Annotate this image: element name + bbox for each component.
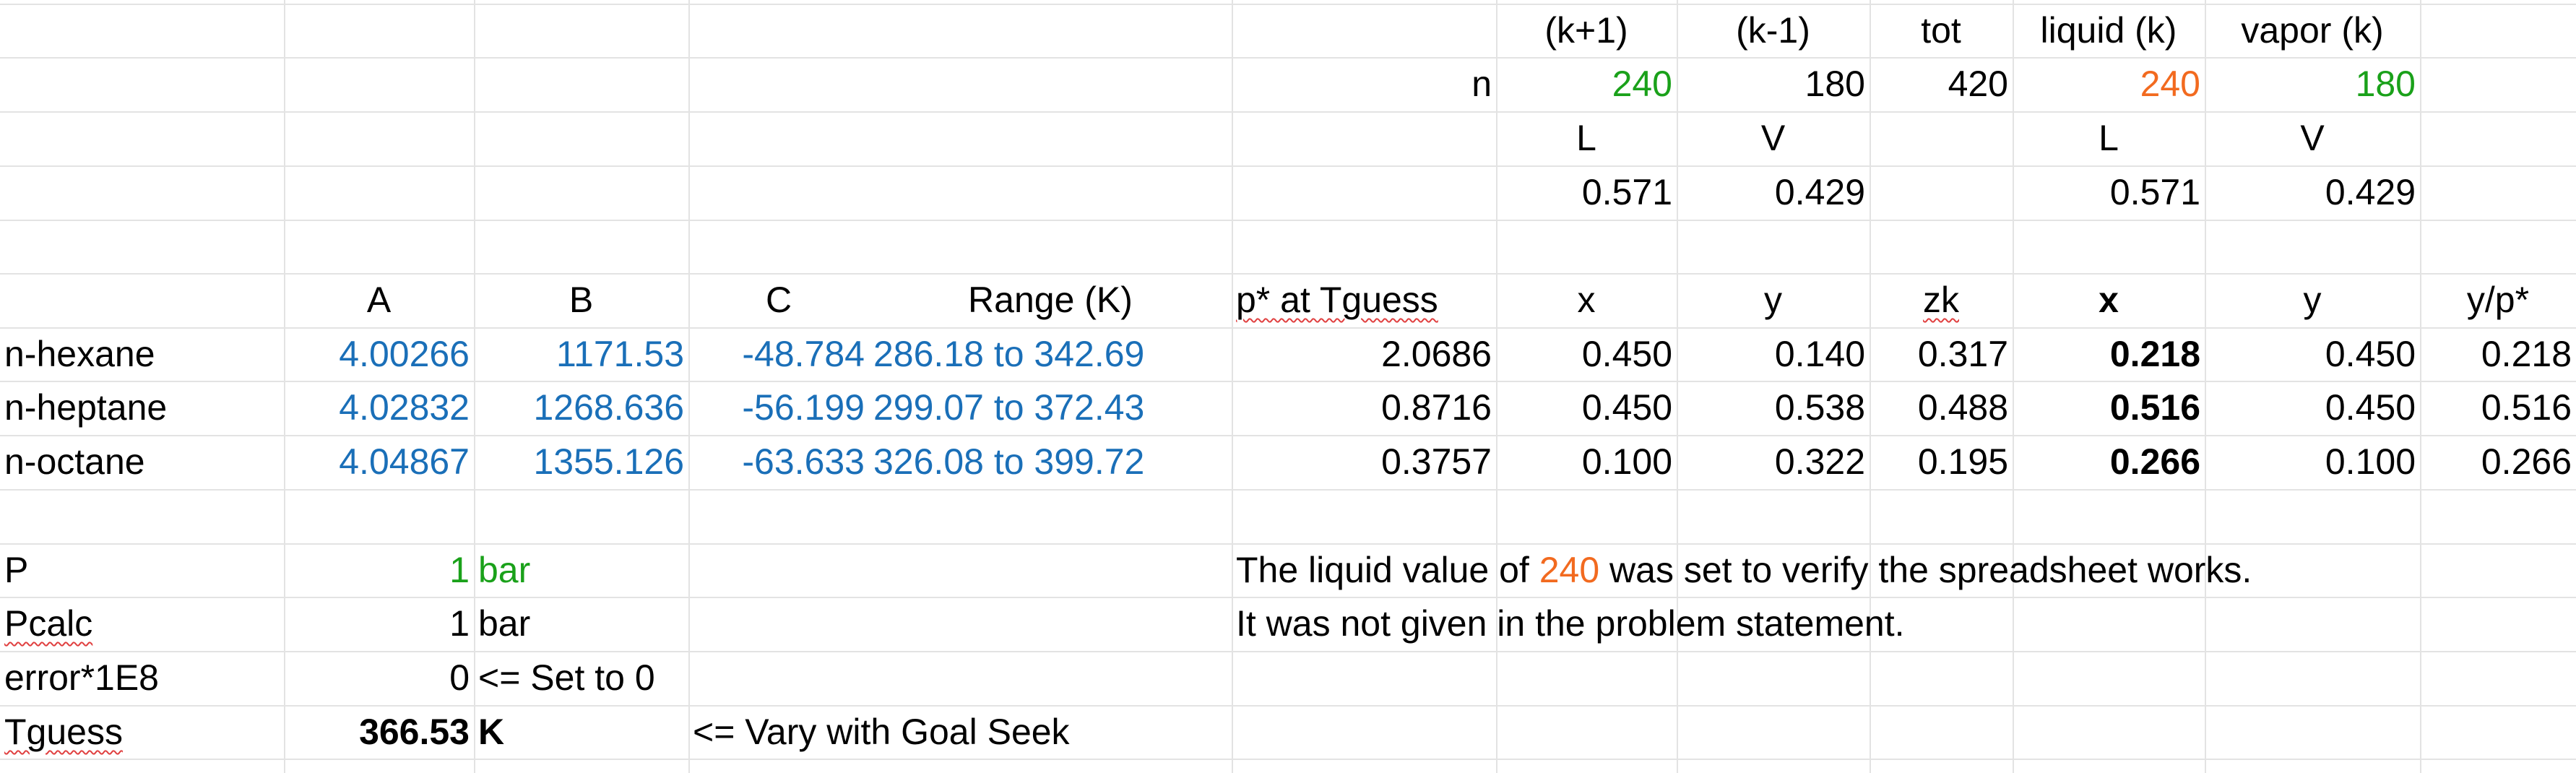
Tguess-text: Tguess bbox=[4, 712, 123, 752]
n-k-plus-1-value[interactable]: 240 bbox=[1612, 64, 1672, 104]
n-liquid-k-value[interactable]: 240 bbox=[2140, 64, 2200, 104]
L-label-2[interactable]: L bbox=[2099, 118, 2119, 158]
cell-B[interactable]: 1268.636 bbox=[533, 387, 684, 428]
cell-C[interactable]: -56.199 bbox=[742, 387, 865, 428]
header-tot[interactable]: tot bbox=[1921, 10, 1961, 51]
cell-zk[interactable]: 0.488 bbox=[1917, 387, 2008, 428]
L-value-2[interactable]: 0.571 bbox=[2109, 172, 2200, 212]
header-vapor-k[interactable]: vapor (k) bbox=[2241, 10, 2384, 51]
V-label-1[interactable]: V bbox=[1760, 118, 1786, 158]
cell-y[interactable]: 0.538 bbox=[1774, 387, 1865, 428]
header-k-plus-1[interactable]: (k+1) bbox=[1544, 10, 1628, 51]
error-note[interactable]: <= Set to 0 bbox=[478, 657, 655, 698]
component-name[interactable]: n-octane bbox=[4, 441, 145, 482]
n-vapor-k-value[interactable]: 180 bbox=[2355, 64, 2416, 104]
cell-A[interactable]: 4.00266 bbox=[339, 334, 470, 374]
L-value-1[interactable]: 0.571 bbox=[1581, 172, 1672, 212]
n-label[interactable]: n bbox=[1471, 64, 1492, 104]
col-header-B[interactable]: B bbox=[569, 280, 594, 320]
cell-ypstar[interactable]: 0.266 bbox=[2481, 441, 2572, 482]
cell-zk[interactable]: 0.317 bbox=[1917, 334, 2008, 374]
cell-zk[interactable]: 0.195 bbox=[1917, 441, 2008, 482]
col-header-x[interactable]: x bbox=[1577, 280, 1596, 320]
Pcalc-unit[interactable]: bar bbox=[478, 603, 531, 644]
component-name[interactable]: n-heptane bbox=[4, 387, 168, 428]
Tguess-unit[interactable]: K bbox=[478, 712, 505, 752]
zk-text: zk bbox=[1923, 280, 1959, 320]
cell-range[interactable]: 326.08 to 399.72 bbox=[873, 441, 1145, 482]
cell-B[interactable]: 1355.126 bbox=[533, 441, 684, 482]
col-header-x2[interactable]: x bbox=[2099, 280, 2119, 320]
L-label-1[interactable]: L bbox=[1576, 118, 1596, 158]
note-line-1[interactable]: The liquid value of 240 was set to verif… bbox=[1232, 543, 2576, 597]
cell-y2[interactable]: 0.450 bbox=[2325, 334, 2416, 374]
component-name[interactable]: n-hexane bbox=[4, 334, 155, 374]
P-value[interactable]: 1 bbox=[449, 550, 470, 590]
col-header-pstar[interactable]: p* at Tguess bbox=[1236, 280, 1438, 320]
cell-B[interactable]: 1171.53 bbox=[556, 334, 684, 374]
Tguess-label[interactable]: Tguess bbox=[0, 705, 284, 759]
Tguess-note[interactable]: <= Vary with Goal Seek bbox=[693, 712, 1070, 752]
cell-C[interactable]: -63.633 bbox=[742, 441, 865, 482]
cell-x[interactable]: 0.450 bbox=[1581, 387, 1672, 428]
cell-A[interactable]: 4.04867 bbox=[339, 441, 470, 482]
cell-y[interactable]: 0.322 bbox=[1774, 441, 1865, 482]
col-header-y2[interactable]: y bbox=[2303, 280, 2322, 320]
cell-x2[interactable]: 0.218 bbox=[2109, 334, 2200, 374]
cell-y[interactable]: 0.140 bbox=[1774, 334, 1865, 374]
header-liquid-k[interactable]: liquid (k) bbox=[2040, 10, 2177, 51]
V-value-1[interactable]: 0.429 bbox=[1774, 172, 1865, 212]
error-label[interactable]: error*1E8 bbox=[4, 657, 159, 698]
cell-y2[interactable]: 0.450 bbox=[2325, 387, 2416, 428]
note-line-1-post: was set to verify the spreadsheet works. bbox=[1599, 550, 2252, 590]
Pcalc-value[interactable]: 1 bbox=[449, 603, 470, 644]
V-label-2[interactable]: V bbox=[2300, 118, 2325, 158]
cell-range[interactable]: 286.18 to 342.69 bbox=[873, 334, 1145, 374]
cell-x[interactable]: 0.100 bbox=[1581, 441, 1672, 482]
n-tot-value[interactable]: 420 bbox=[1948, 64, 2008, 104]
P-label[interactable]: P bbox=[4, 550, 29, 590]
cell-C[interactable]: -48.784 bbox=[742, 334, 865, 374]
note-line-1-value: 240 bbox=[1539, 550, 1600, 590]
n-k-minus-1-value[interactable]: 180 bbox=[1805, 64, 1865, 104]
cell-x[interactable]: 0.450 bbox=[1581, 334, 1672, 374]
Tguess-value[interactable]: 366.53 bbox=[359, 712, 470, 752]
V-value-2[interactable]: 0.429 bbox=[2325, 172, 2416, 212]
cell-A[interactable]: 4.02832 bbox=[339, 387, 470, 428]
col-header-zk[interactable]: zk bbox=[1870, 273, 2013, 327]
note-line-1-pre: The liquid value of bbox=[1236, 550, 1539, 590]
cell-x2[interactable]: 0.516 bbox=[2109, 387, 2200, 428]
col-header-ypstar[interactable]: y/p* bbox=[2466, 280, 2530, 320]
col-header-C[interactable]: C bbox=[765, 280, 792, 320]
P-unit[interactable]: bar bbox=[478, 550, 531, 590]
cell-y2[interactable]: 0.100 bbox=[2325, 441, 2416, 482]
note-line-2[interactable]: It was not given in the problem statemen… bbox=[1236, 603, 1905, 644]
cell-pstar[interactable]: 0.8716 bbox=[1381, 387, 1492, 428]
Pcalc-label[interactable]: Pcalc bbox=[0, 597, 284, 651]
cell-ypstar[interactable]: 0.516 bbox=[2481, 387, 2572, 428]
col-header-A[interactable]: A bbox=[366, 280, 392, 320]
cell-range[interactable]: 299.07 to 372.43 bbox=[873, 387, 1145, 428]
cell-ypstar[interactable]: 0.218 bbox=[2481, 334, 2572, 374]
Pcalc-text: Pcalc bbox=[4, 603, 93, 644]
header-k-minus-1[interactable]: (k-1) bbox=[1736, 10, 1810, 51]
cell-pstar[interactable]: 2.0686 bbox=[1381, 334, 1492, 374]
cell-x2[interactable]: 0.266 bbox=[2109, 441, 2200, 482]
col-header-range[interactable]: Range (K) bbox=[968, 280, 1133, 320]
col-header-y[interactable]: y bbox=[1764, 280, 1782, 320]
error-value[interactable]: 0 bbox=[449, 657, 470, 698]
cell-pstar[interactable]: 0.3757 bbox=[1381, 441, 1492, 482]
